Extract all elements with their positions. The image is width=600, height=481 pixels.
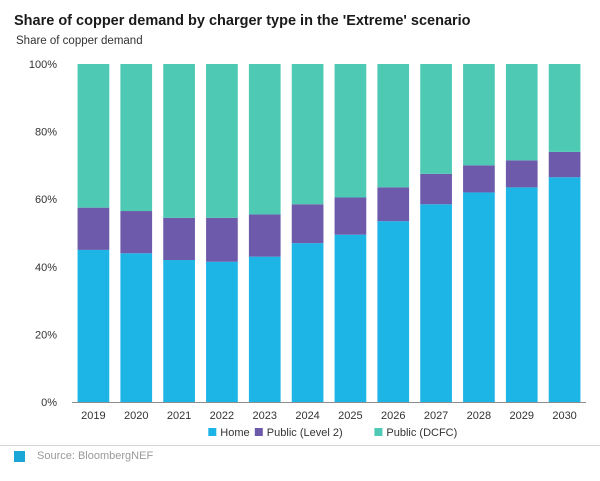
x-tick-label: 2030 [552,410,576,422]
y-tick-label: 60% [35,194,57,206]
x-tick-label: 2025 [338,410,362,422]
bar-segment-home-2024 [291,243,324,402]
x-tick-label: 2024 [295,410,319,422]
x-tick-label: 2020 [124,410,148,422]
bar-segment-dcfc-2026 [377,64,410,188]
bar-segment-dcfc-2023 [248,64,281,215]
bar-segment-dcfc-2021 [163,64,195,218]
bar-segment-level2-2023 [248,214,281,257]
bar-segment-dcfc-2027 [420,64,452,174]
bar-segment-home-2019 [77,249,110,402]
source-text: Source: BloombergNEF [37,450,154,462]
bar-segment-home-2027 [420,204,452,402]
x-tick-label: 2027 [424,410,448,422]
bars-group [77,64,581,402]
bar-segment-level2-2020 [120,211,153,254]
stacked-bar-chart: 0%20%40%60%80%100% 2019 2020 2021 2022 2023 2… [29,59,586,439]
legend-swatch-home [208,428,217,436]
y-tick-label: 0% [41,397,57,409]
source-note: Source: BloombergNEF [14,450,153,462]
bar-segment-level2-2028 [463,165,495,193]
bar-segment-level2-2029 [505,160,538,188]
bar-segment-home-2020 [120,253,153,402]
y-tick-label: 100% [29,59,57,71]
legend-label-dcfc: Public (DCFC) [386,427,457,439]
y-tick-label: 80% [35,127,57,139]
footer-divider [0,445,600,446]
bar-segment-level2-2021 [163,217,195,261]
legend: Home Public (Level 2) Public (DCFC) [208,427,457,439]
x-tick-label: 2021 [167,410,191,422]
source-square-icon [14,450,25,462]
bar-segment-dcfc-2025 [334,64,367,198]
bar-segment-dcfc-2029 [505,64,538,161]
bar-segment-home-2023 [248,256,281,402]
x-tick-label: 2022 [210,410,234,422]
bar-segment-dcfc-2024 [291,64,324,205]
legend-label-level2: Public (Level 2) [267,427,343,439]
bar-segment-dcfc-2020 [120,64,153,212]
y-axis-title: Share of copper demand [16,35,143,47]
bar-segment-home-2025 [334,234,367,402]
x-axis: 2019 2020 2021 2022 2023 2024 2025 2026 2027 2028… [72,402,586,422]
bar-segment-level2-2022 [206,217,238,262]
x-tick-label: 2026 [381,410,405,422]
bar-segment-level2-2025 [334,197,367,235]
x-tick-label: 2019 [81,410,105,422]
bar-segment-level2-2026 [377,187,410,222]
y-tick-label: 20% [35,329,57,341]
bar-segment-level2-2019 [77,207,110,250]
bar-segment-level2-2030 [548,151,581,178]
x-tick-label: 2029 [510,410,534,422]
chart-title: Share of copper demand by charger type i… [14,13,471,29]
bar-segment-dcfc-2028 [463,64,495,166]
bar-segment-home-2022 [206,261,238,402]
bar-segment-home-2021 [163,260,195,402]
bar-segment-dcfc-2022 [206,64,238,218]
bar-segment-level2-2027 [420,173,452,205]
x-tick-label: 2028 [467,410,491,422]
y-tick-label: 40% [35,262,57,274]
bar-segment-home-2029 [505,187,538,402]
x-tick-label: 2023 [253,410,277,422]
bar-segment-home-2028 [463,192,495,402]
bar-segment-dcfc-2030 [548,64,581,152]
legend-swatch-level2 [254,428,263,436]
bar-segment-home-2026 [377,221,410,402]
bar-segment-dcfc-2019 [77,64,110,208]
legend-label-home: Home [220,427,249,439]
y-axis: 0% 20% 40% 60% 80% 100% [29,59,57,409]
legend-swatch-dcfc [374,428,383,436]
bar-segment-home-2030 [548,177,581,402]
bar-segment-level2-2024 [291,204,324,244]
